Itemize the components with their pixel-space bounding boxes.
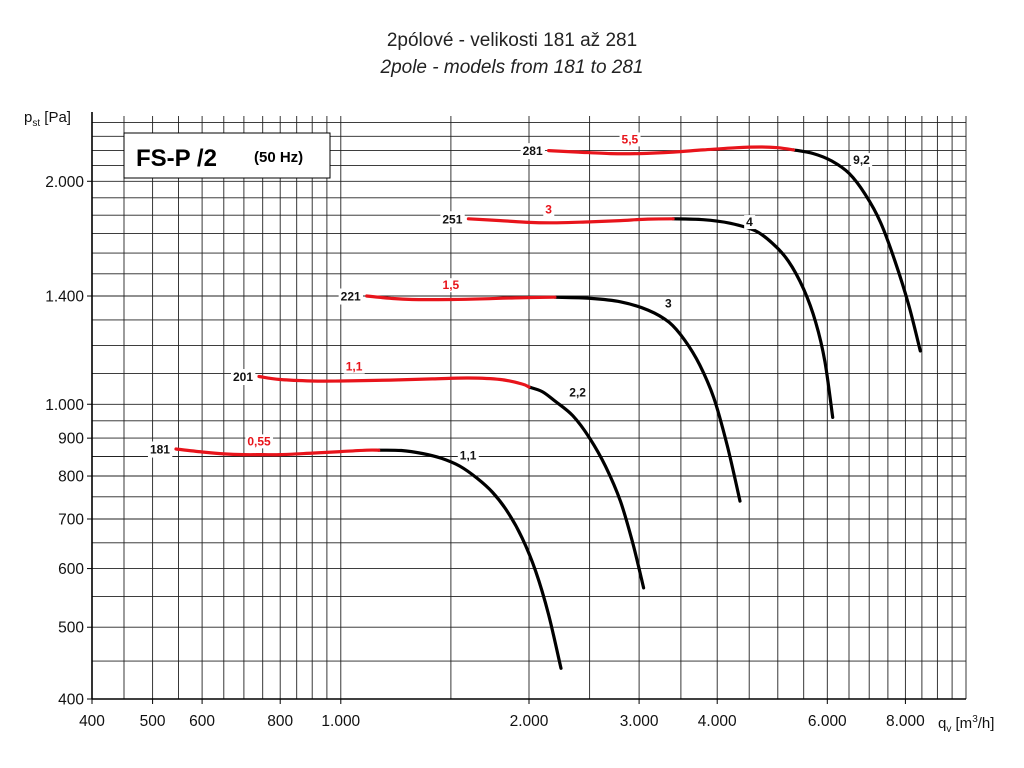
x-tick-label: 2.000: [510, 713, 549, 730]
model-label-bg: [440, 211, 465, 228]
curve-red-181: [174, 447, 381, 457]
x-tick-label: 6.000: [808, 713, 847, 730]
motor-label-181: 1,1: [460, 449, 477, 463]
x-tick-label: 3.000: [620, 713, 659, 730]
curve-black-251: [671, 217, 835, 419]
model-label-bg: [520, 143, 545, 160]
curve-red-281: [547, 145, 796, 156]
y-tick-label: 500: [58, 620, 84, 637]
motor-label-251: 4: [746, 215, 753, 229]
curve-black-281: [792, 148, 922, 353]
model-label-181: 181: [150, 443, 170, 457]
series-181: 181 0,55 1,1: [147, 434, 563, 670]
motor-label-281: 9,2: [853, 153, 870, 167]
model-label-201: 201: [233, 370, 253, 384]
y-tick-label: 700: [58, 511, 84, 528]
curve-red-201: [257, 374, 531, 389]
motor-label-bg: [662, 296, 674, 311]
series-201: 201 1,1 2,2: [231, 359, 646, 590]
power-label-bg: [543, 202, 555, 217]
motor-label-221: 3: [665, 297, 672, 311]
y-tick-label: 900: [58, 431, 84, 448]
curve-black-221: [553, 295, 742, 503]
motor-label-bg: [744, 215, 756, 230]
curves: 181 0,55 1,1 201 1,1 2,2 221 1,5 3 251 3 4 281 5,5 9,2: [147, 132, 922, 670]
x-tick-label: 500: [140, 713, 166, 730]
model-label-bg: [338, 288, 363, 305]
motor-label-bg: [457, 448, 479, 463]
motor-label-bg: [851, 153, 873, 168]
y-tick-label: 1.000: [45, 397, 84, 414]
x-tick-label: 8.000: [886, 713, 925, 730]
x-tick-label: 400: [79, 713, 105, 730]
series-281: 281 5,5 9,2: [520, 132, 922, 353]
power-label-bg: [343, 359, 365, 374]
power-label-bg: [245, 434, 274, 449]
motor-label-201: 2,2: [569, 385, 586, 399]
motor-label-bg: [567, 385, 589, 400]
model-label-221: 221: [341, 290, 361, 304]
model-name: FS-P /2: [136, 145, 217, 172]
power-label-bg: [440, 278, 462, 293]
x-tick-label: 800: [267, 713, 293, 730]
power-label-201: 1,1: [346, 360, 363, 374]
y-tick-label: 2.000: [45, 174, 84, 191]
curve-black-201: [527, 385, 646, 590]
model-frequency: (50 Hz): [254, 149, 303, 166]
model-label-251: 251: [442, 212, 462, 226]
chart-title: 2pólové - velikosti 181 až 281: [386, 30, 638, 51]
series-221: 221 1,5 3: [338, 278, 742, 503]
curve-red-221: [365, 294, 557, 302]
power-label-bg: [619, 132, 641, 147]
x-axis-label: qv [m3/h]: [938, 714, 994, 735]
y-axis-label: pst [Pa]: [24, 109, 71, 129]
power-label-281: 5,5: [622, 132, 639, 146]
series-251: 251 3 4: [440, 202, 835, 419]
x-tick-label: 600: [189, 713, 215, 730]
chart-subtitle: 2pole - models from 181 to 281: [380, 57, 644, 78]
grid-lines: [92, 116, 967, 700]
model-label-bg: [231, 369, 256, 386]
curve-red-251: [466, 217, 675, 225]
model-label-281: 281: [523, 144, 543, 158]
model-label-bg: [147, 441, 173, 458]
power-label-181: 0,55: [247, 434, 271, 448]
model-box: [123, 132, 331, 179]
y-tick-label: 600: [58, 561, 84, 578]
x-tick-label: 4.000: [698, 713, 737, 730]
power-label-251: 3: [545, 202, 552, 216]
tick-labels: 400 500 600 800 1.000 2.000 3.000 4.000 6.000 8.0…: [45, 174, 925, 730]
curve-black-181: [377, 448, 563, 670]
x-tick-label: 1.000: [321, 713, 360, 730]
y-tick-label: 1.400: [45, 289, 84, 306]
y-tick-label: 400: [58, 692, 84, 709]
y-tick-label: 800: [58, 469, 84, 486]
power-label-221: 1,5: [443, 278, 460, 292]
